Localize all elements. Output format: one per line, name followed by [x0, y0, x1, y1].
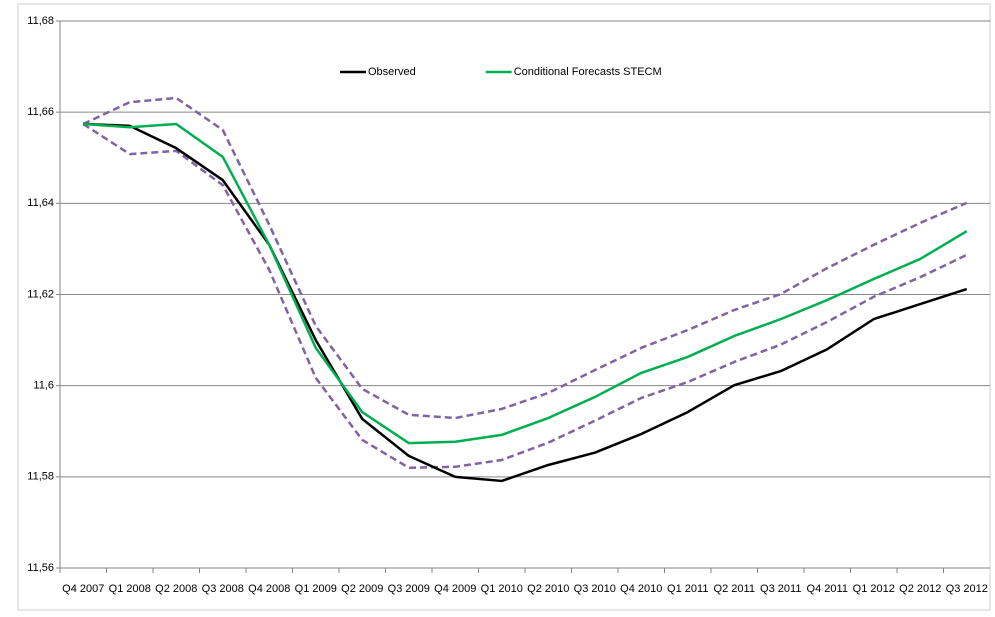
x-tick-label: Q3 2010: [574, 583, 616, 595]
x-tick-label: Q4 2010: [620, 583, 662, 595]
y-tick-label: 11,64: [27, 197, 54, 209]
x-tick-label: Q1 2008: [109, 583, 151, 595]
series-line: [83, 122, 968, 445]
x-tick-label: Q1 2009: [295, 583, 337, 595]
y-tick-label: 11,56: [27, 562, 54, 574]
y-tick-label: 11,6: [33, 380, 54, 392]
legend-label: Conditional Forecasts STECM: [514, 66, 662, 78]
x-tick-label: Q4 2008: [248, 583, 290, 595]
x-tick-label: Q1 2011: [667, 583, 708, 595]
y-tick-label: 11,58: [27, 471, 54, 483]
y-tick-label: 11,62: [27, 288, 54, 300]
x-tick-label: Q4 2011: [807, 583, 848, 595]
x-tick-label: Q4 2007: [62, 583, 104, 595]
x-tick-label: Q4 2009: [434, 583, 476, 595]
x-tick-label: Q3 2009: [388, 583, 430, 595]
legend-label: Observed: [368, 66, 416, 78]
chart-frame: [17, 3, 991, 611]
x-tick-label: Q2 2010: [527, 583, 569, 595]
x-tick-label: Q3 2011: [760, 583, 801, 595]
series-line: [83, 122, 968, 483]
y-tick-label: 11,68: [27, 15, 54, 27]
x-tick-label: Q3 2012: [946, 583, 988, 595]
x-tick-label: Q3 2008: [202, 583, 244, 595]
x-tick-label: Q2 2009: [341, 583, 383, 595]
series-line: [82, 96, 968, 420]
x-tick-label: Q2 2011: [714, 583, 755, 595]
x-tick-label: Q2 2012: [899, 583, 941, 595]
x-tick-label: Q1 2010: [481, 583, 523, 595]
x-tick-label: Q2 2008: [155, 583, 197, 595]
y-tick-label: 11,66: [27, 106, 54, 118]
x-tick-label: Q1 2012: [853, 583, 895, 595]
